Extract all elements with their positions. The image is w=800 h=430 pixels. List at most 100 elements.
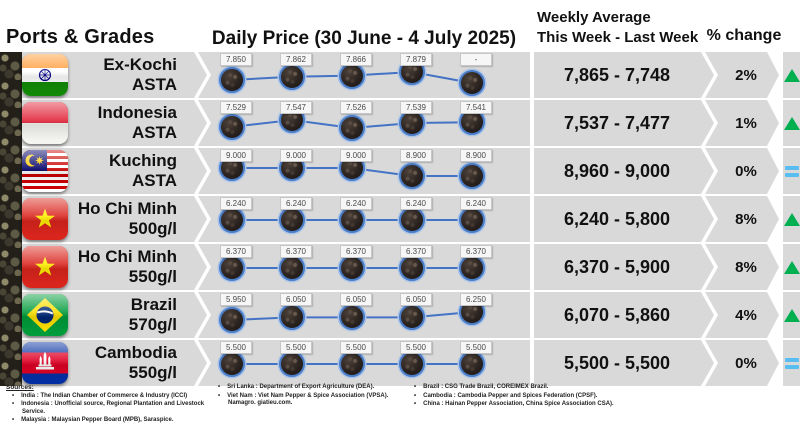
trend-up-icon — [783, 308, 800, 322]
daily-price-sparkline: 5.500 5.500 5.500 5.500 5.500 — [198, 340, 530, 386]
flag-cambodia-icon — [22, 342, 68, 384]
port-name: Kuching — [109, 151, 177, 170]
peppercorn-dot — [459, 70, 485, 96]
price-label: 7.850 — [220, 53, 252, 66]
source-item: Malaysia : Malaysian Pepper Board (MPB),… — [6, 417, 212, 425]
trend-equal-icon — [784, 165, 799, 177]
percent-change-value: 8% — [705, 244, 779, 290]
daily-price-sparkline: 7.529 7.547 7.526 7.539 7.541 — [198, 100, 530, 146]
peppercorn-dot — [279, 351, 305, 377]
price-label: 6.370 — [460, 245, 492, 258]
trend-cell — [783, 292, 800, 338]
peppercorn-dot — [399, 351, 425, 377]
price-label: 6.240 — [400, 197, 432, 210]
price-label: 6.050 — [400, 293, 432, 306]
weekly-average-value: 6,370 - 5,900 — [534, 244, 714, 290]
flag-brazil-icon — [22, 294, 68, 336]
price-label: - — [460, 53, 492, 66]
port-name: Ho Chi Minh — [77, 247, 177, 266]
sources-section: Sources: India : The Indian Chamber of C… — [6, 384, 794, 426]
price-label: 6.240 — [220, 197, 252, 210]
weekly-average-value: 5,500 - 5,500 — [534, 340, 714, 386]
price-label: 9.000 — [340, 149, 372, 162]
price-label: 5.500 — [340, 341, 372, 354]
percent-change-value: 8% — [705, 196, 779, 242]
peppercorn-dot — [459, 163, 485, 189]
sources-list-3: Brazil : CSG Trade Brazil, COREIMEX Braz… — [408, 384, 688, 426]
price-label: 6.240 — [460, 197, 492, 210]
peppercorn-dot — [459, 351, 485, 377]
daily-price-header: Daily Price (30 June - 4 July 2025) — [211, 28, 517, 49]
trend-up-icon — [783, 260, 800, 274]
percent-change-value: 2% — [705, 52, 779, 98]
source-item: Indonesia : Unofficial source, Regional … — [6, 401, 212, 416]
source-item: India : The Indian Chamber of Commerce &… — [6, 393, 212, 401]
price-label: 6.050 — [280, 293, 312, 306]
price-label: 7.879 — [400, 53, 432, 66]
port-name: Indonesia — [97, 103, 177, 122]
source-item: Sri Lanka : Department of Export Agricul… — [212, 384, 408, 392]
table-row: Ho Chi Minh 550g/l 6.370 6.370 6.370 6.370 6.3… — [0, 244, 800, 290]
peppercorn-dot — [279, 63, 305, 90]
peppercorn-dot — [219, 207, 245, 233]
peppercorn-dot — [399, 207, 425, 233]
flag-india-icon — [22, 54, 68, 96]
grade-label: 550g/l — [128, 267, 177, 286]
price-label: 6.050 — [340, 293, 372, 306]
ports-grades-header: Ports & Grades — [6, 26, 155, 48]
table-row: Ho Chi Minh 500g/l 6.240 6.240 6.240 6.240 6.2… — [0, 196, 800, 242]
peppercorn-dot — [279, 255, 305, 281]
trend-equal-icon — [784, 357, 799, 369]
weekly-average-header-line2: This Week - Last Week — [537, 29, 699, 46]
peppercorn-dot — [219, 307, 245, 333]
trend-cell — [783, 148, 800, 194]
price-label: 7.539 — [400, 101, 432, 114]
price-label: 7.526 — [340, 101, 372, 114]
grade-label: ASTA — [131, 75, 177, 94]
price-label: 6.240 — [340, 197, 372, 210]
sources-list-1: India : The Indian Chamber of Commerce &… — [6, 393, 212, 425]
peppercorn-dot — [339, 115, 365, 141]
peppercorn-dot — [339, 62, 365, 89]
weekly-average-header: Weekly Average This Week - Last Week — [537, 8, 727, 48]
weekly-average-value: 6,240 - 5,800 — [534, 196, 714, 242]
price-label: 7.866 — [340, 53, 372, 66]
weekly-average-header-line1: Weekly Average — [537, 9, 651, 26]
table-row: Indonesia ASTA 7.529 7.547 7.526 7.539 7.541 7,… — [0, 100, 800, 146]
price-label: 6.250 — [460, 293, 492, 306]
flag-indonesia-icon — [22, 102, 68, 144]
price-label: 8.900 — [460, 149, 492, 162]
price-label: 5.500 — [460, 341, 492, 354]
port-name: Cambodia — [94, 343, 177, 362]
trend-up-icon — [783, 116, 800, 130]
sources-list-2: Sri Lanka : Department of Export Agricul… — [212, 384, 408, 426]
trend-cell — [783, 196, 800, 242]
table-row: Kuching ASTA 9.000 9.000 9.000 8.900 8.900 8,96… — [0, 148, 800, 194]
percent-change-value: 0% — [705, 148, 779, 194]
price-label: 5.500 — [280, 341, 312, 354]
daily-price-sparkline: 5.950 6.050 6.050 6.050 6.250 — [198, 292, 530, 338]
price-label: 8.900 — [400, 149, 432, 162]
daily-price-sparkline: 6.370 6.370 6.370 6.370 6.370 — [198, 244, 530, 290]
port-name: Ex-Kochi — [103, 55, 177, 74]
source-item: Cambodia : Cambodia Pepper and Spices Fe… — [408, 393, 688, 401]
weekly-average-value: 7,537 - 7,477 — [534, 100, 714, 146]
price-label: 5.500 — [400, 341, 432, 354]
peppercorn-dot — [459, 207, 485, 233]
peppercorn-dot — [279, 207, 305, 233]
flag-vietnam-icon — [22, 246, 68, 288]
price-label: 9.000 — [280, 149, 312, 162]
grade-label: 550g/l — [128, 363, 177, 382]
percent-change-value: 1% — [705, 100, 779, 146]
peppercorn-dot — [219, 351, 245, 377]
price-label: 6.370 — [280, 245, 312, 258]
trend-up-icon — [783, 212, 800, 226]
price-label: 6.240 — [280, 197, 312, 210]
source-item: China : Hainan Pepper Association, China… — [408, 401, 688, 409]
daily-price-sparkline: 7.850 7.862 7.866 7.879 - — [198, 52, 530, 98]
port-name: Ho Chi Minh — [77, 199, 177, 218]
sources-column-1: Sources: India : The Indian Chamber of C… — [6, 384, 212, 426]
price-label: 7.529 — [220, 101, 252, 114]
grade-label: 500g/l — [128, 219, 177, 238]
